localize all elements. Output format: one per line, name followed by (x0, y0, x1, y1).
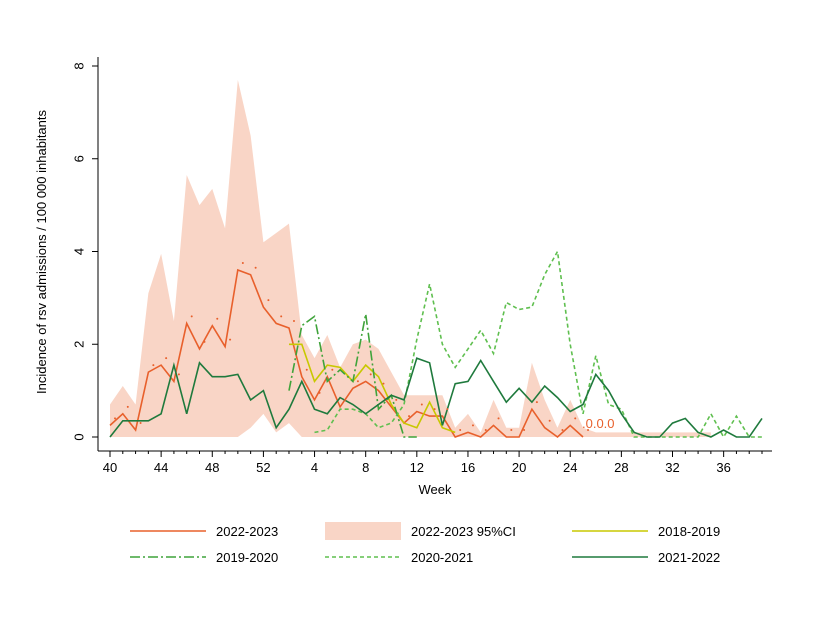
x-tick-label: 4 (311, 460, 318, 475)
point-estimate-dot (459, 429, 462, 431)
legend-item-2019-2020: 2019-2020 (130, 550, 278, 565)
point-estimate-dot (574, 417, 577, 420)
point-estimate-dot (165, 357, 168, 360)
legend-item-2022-2023-95-ci: 2022-2023 95%CI (325, 522, 516, 540)
point-estimate-dot (523, 429, 526, 431)
legend-label: 2022-2023 95%CI (411, 524, 516, 539)
legend-item-2020-2021: 2020-2021 (325, 550, 473, 565)
legend-label: 2022-2023 (216, 524, 278, 539)
legend-item-2022-2023: 2022-2023 (130, 524, 278, 539)
point-estimate-dot (241, 262, 244, 265)
point-estimate-dot (471, 424, 474, 427)
legend-label: 2020-2021 (411, 550, 473, 565)
point-estimate-dot (497, 417, 500, 420)
x-tick-label: 48 (205, 460, 219, 475)
x-tick-label: 20 (512, 460, 526, 475)
point-estimate-dot (126, 405, 129, 408)
series-line-2018-2019 (289, 343, 456, 434)
legend-label: 2018-2019 (658, 524, 720, 539)
point-estimate-dot (152, 364, 155, 367)
point-estimate-dot (139, 422, 142, 425)
legend-swatch (325, 522, 401, 540)
legend-label: 2019-2020 (216, 550, 278, 565)
point-estimate-dot (331, 368, 334, 371)
point-estimate-dot (548, 419, 551, 422)
point-estimate-dot (114, 417, 116, 420)
point-estimate-dot (254, 266, 257, 269)
series-line-2020-2021 (314, 249, 762, 439)
series-lines-layer (109, 249, 763, 439)
point-estimate-dot (280, 315, 283, 318)
x-tick-label: 52 (256, 460, 270, 475)
annotation-label: .0.0.0 (582, 416, 615, 431)
x-tick-label: 32 (665, 460, 679, 475)
point-estimate-dot (305, 368, 308, 371)
point-estimate-dot (292, 320, 295, 323)
point-estimate-dot (408, 415, 411, 418)
point-estimate-dot (510, 429, 513, 431)
point-estimate-dot (446, 408, 449, 411)
x-tick-label: 44 (154, 460, 168, 475)
legend-label: 2021-2022 (658, 550, 720, 565)
point-estimate-dot (395, 398, 398, 401)
point-estimate-dot (177, 373, 180, 376)
x-tick-label: 40 (103, 460, 117, 475)
ci-band (110, 79, 711, 437)
x-tick-label: 36 (716, 460, 730, 475)
legend-item-2018-2019: 2018-2019 (572, 524, 720, 539)
x-axis-title: Week (419, 482, 452, 497)
point-estimate-dot (382, 382, 385, 385)
point-estimate-dot (587, 429, 590, 431)
series-line-2022-2023 (109, 268, 584, 439)
point-estimate-dot (229, 338, 232, 341)
point-estimate-dot (420, 403, 423, 406)
point-estimate-dot (216, 317, 219, 320)
point-estimate-dot (535, 401, 538, 404)
x-tick-label: 28 (614, 460, 628, 475)
x-tick-label: 12 (410, 460, 424, 475)
point-estimate-dot (484, 429, 487, 431)
point-estimate-dot (369, 373, 372, 376)
y-tick-label: 4 (71, 248, 86, 255)
point-estimate-dot (190, 315, 193, 318)
y-axis-title: Incidence of rsv admissions / 100 000 in… (34, 110, 49, 395)
point-estimate-dot (356, 380, 359, 383)
x-tick-label: 16 (461, 460, 475, 475)
legend-item-2021-2022: 2021-2022 (572, 550, 720, 565)
point-estimate-dot (318, 391, 321, 394)
point-estimate-dot (561, 429, 564, 431)
point-estimate-dot (203, 340, 206, 343)
y-tick-label: 0 (71, 433, 86, 440)
y-tick-label: 6 (71, 155, 86, 162)
x-tick-label: 24 (563, 460, 577, 475)
point-estimate-dot (433, 408, 436, 411)
ci-band-layer (110, 79, 711, 437)
point-estimate-dot (267, 299, 270, 302)
y-tick-label: 2 (71, 341, 86, 348)
y-tick-label: 8 (71, 62, 86, 69)
point-estimate-dot (344, 398, 347, 401)
legend: 2022-2023 2022-2023 95%CI 2018-2019 2019-20… (130, 522, 720, 565)
series-line-2021-2022 (109, 357, 763, 438)
series-line-2019-2020 (288, 313, 417, 438)
x-tick-label: 8 (362, 460, 369, 475)
